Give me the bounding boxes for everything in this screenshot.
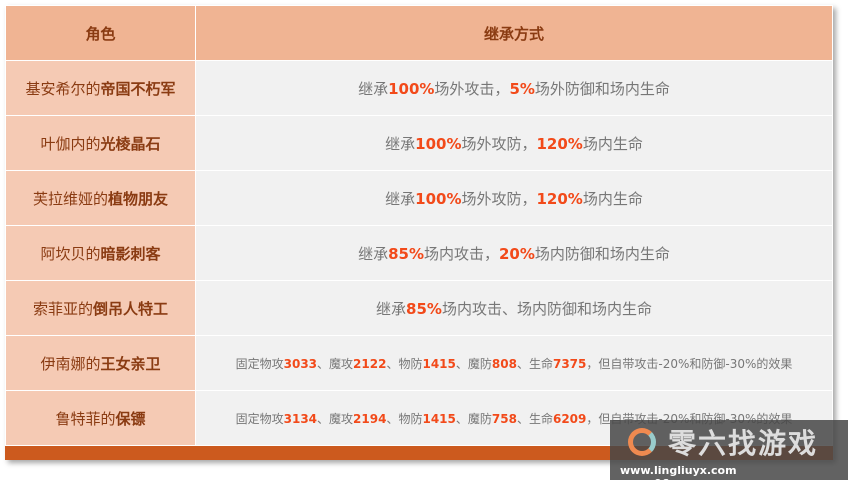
table-row: 伊南娜的王女亲卫 固定物攻3033、魔攻2122、物防1415、魔防808、生命7…: [5, 335, 833, 391]
method-cell: 继承100%场外攻防，120%场内生命: [195, 170, 833, 226]
method-text: 场内生命: [582, 189, 643, 208]
method-text: 、魔防: [455, 356, 492, 371]
highlight-value: 3033: [283, 356, 318, 371]
method-text: 、物防: [386, 356, 423, 371]
method-text: 固定物攻: [235, 411, 284, 426]
header-role: 角色: [5, 5, 196, 61]
method-text: 、魔防: [455, 411, 492, 426]
watermark-title: 零六找游戏: [668, 427, 819, 460]
method-text: 、生命: [516, 411, 553, 426]
role-owner: 芙拉维娅的: [32, 189, 108, 208]
highlight-value: 1415: [422, 356, 456, 371]
watermark: 零六找游戏 www.lingliuyx.com www.06zyx.com: [610, 420, 848, 490]
highlight-value: 6209: [552, 411, 587, 426]
table-row: 索菲亚的倒吊人特工 继承85%场内攻击、场内防御和场内生命: [5, 280, 833, 336]
highlight-value: 20%: [499, 244, 535, 263]
method-cell: 继承100%场外攻击，5%场外防御和场内生命: [195, 60, 833, 116]
role-name: 暗影刺客: [100, 244, 161, 263]
role-cell: 芙拉维娅的植物朋友: [5, 170, 196, 226]
method-text: 继承: [376, 299, 407, 318]
highlight-value: 120%: [536, 134, 583, 153]
method-text: 场外攻防，: [461, 134, 537, 153]
highlight-value: 1415: [422, 411, 456, 426]
method-text: 场内防御和场内生命: [534, 244, 670, 263]
method-text: 场内攻击，: [423, 244, 499, 263]
inheritance-table-card: 角色 继承方式 基安希尔的帝国不朽军 继承100%场外攻击，5%场外防御和场内生命…: [5, 5, 833, 460]
role-owner: 索菲亚的: [32, 299, 93, 318]
role-name: 光棱晶石: [100, 134, 161, 153]
highlight-value: 758: [491, 411, 517, 426]
highlight-value: 808: [491, 356, 517, 371]
method-cell: 继承100%场外攻防，120%场内生命: [195, 115, 833, 171]
table-row: 芙拉维娅的植物朋友 继承100%场外攻防，120%场内生命: [5, 170, 833, 226]
method-cell: 固定物攻3033、魔攻2122、物防1415、魔防808、生命7375，但自带攻…: [195, 335, 833, 391]
role-owner: 基安希尔的: [25, 79, 101, 98]
method-text: 场外防御和场内生命: [534, 79, 670, 98]
highlight-value: 2194: [353, 411, 387, 426]
method-text: 固定物攻: [235, 356, 284, 371]
method-text: 、魔攻: [317, 356, 354, 371]
method-text: 继承: [385, 134, 416, 153]
role-owner: 阿坎贝的: [40, 244, 101, 263]
role-owner: 伊南娜的: [40, 354, 101, 373]
role-name: 王女亲卫: [100, 354, 161, 373]
watermark-urls: www.lingliuyx.com www.06zyx.com: [620, 464, 737, 490]
role-cell: 鲁特菲的保镖: [5, 390, 196, 446]
role-cell: 伊南娜的王女亲卫: [5, 335, 196, 391]
highlight-value: 100%: [388, 79, 435, 98]
role-name: 植物朋友: [108, 189, 169, 208]
method-text: 、生命: [516, 356, 553, 371]
method-text: 继承: [385, 189, 416, 208]
highlight-value: 85%: [406, 299, 442, 318]
role-name: 帝国不朽军: [100, 79, 176, 98]
role-name: 倒吊人特工: [93, 299, 169, 318]
inheritance-table: 角色 继承方式 基安希尔的帝国不朽军 继承100%场外攻击，5%场外防御和场内生命…: [5, 5, 833, 446]
table-header-row: 角色 继承方式: [5, 5, 833, 61]
highlight-value: 120%: [536, 189, 583, 208]
table-row: 阿坎贝的暗影刺客 继承85%场内攻击，20%场内防御和场内生命: [5, 225, 833, 281]
method-cell: 继承85%场内攻击、场内防御和场内生命: [195, 280, 833, 336]
role-name: 保镖: [115, 409, 146, 428]
method-text: 场内攻击、场内防御和场内生命: [441, 299, 652, 318]
role-cell: 叶伽内的光棱晶石: [5, 115, 196, 171]
highlight-value: 2122: [353, 356, 387, 371]
highlight-value: 85%: [388, 244, 424, 263]
highlight-value: 100%: [415, 189, 462, 208]
table-row: 基安希尔的帝国不朽军 继承100%场外攻击，5%场外防御和场内生命: [5, 60, 833, 116]
highlight-value: 7375: [552, 356, 587, 371]
highlight-value: 5%: [509, 79, 535, 98]
method-text: 、物防: [386, 411, 423, 426]
role-owner: 叶伽内的: [40, 134, 101, 153]
highlight-value: 100%: [415, 134, 462, 153]
method-text: 场内生命: [582, 134, 643, 153]
method-text: ，但自带攻击-20%和防御-30%的效果: [586, 356, 793, 371]
table-row: 叶伽内的光棱晶石 继承100%场外攻防，120%场内生命: [5, 115, 833, 171]
role-cell: 基安希尔的帝国不朽军: [5, 60, 196, 116]
header-method: 继承方式: [195, 5, 833, 61]
watermark-logo-icon: [628, 428, 656, 456]
role-cell: 索菲亚的倒吊人特工: [5, 280, 196, 336]
method-text: 继承: [358, 244, 389, 263]
method-text: 继承: [358, 79, 389, 98]
highlight-value: 3134: [283, 411, 318, 426]
method-text: 、魔攻: [317, 411, 354, 426]
method-cell: 继承85%场内攻击，20%场内防御和场内生命: [195, 225, 833, 281]
role-cell: 阿坎贝的暗影刺客: [5, 225, 196, 281]
method-text: 场外攻击，: [434, 79, 510, 98]
method-text: 场外攻防，: [461, 189, 537, 208]
role-owner: 鲁特菲的: [55, 409, 116, 428]
